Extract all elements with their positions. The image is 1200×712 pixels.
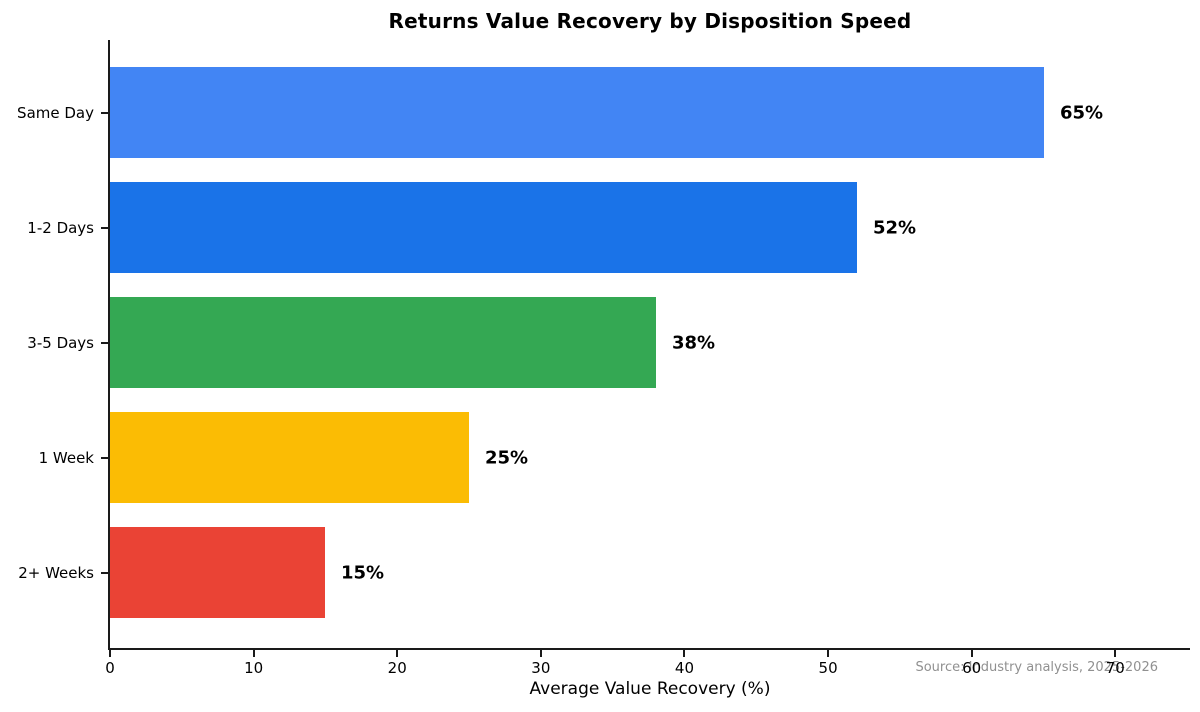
x-tick-label-0: 0: [105, 659, 115, 677]
x-tick-label-60: 60: [962, 659, 982, 677]
bar-value-label-3-5-days: 38%: [672, 332, 716, 353]
y-tick-mark: [101, 571, 108, 574]
bar-same-day: [110, 67, 1044, 158]
y-tick-mark: [101, 111, 108, 114]
y-tick-label-2-weeks: 2+ Weeks: [18, 563, 94, 582]
plot-area: 65% 52% 38% 25% 15% Source: Industry analysi…: [110, 40, 1190, 675]
x-tick-label-50: 50: [818, 659, 838, 677]
x-axis-title: Average Value Recovery (%): [529, 679, 771, 699]
x-tick-mark: [396, 650, 399, 657]
x-tick-mark: [683, 650, 686, 657]
bar-1-week: [110, 412, 469, 503]
bar-value-label-same-day: 65%: [1060, 102, 1104, 123]
y-tick-label-1-week: 1 Week: [38, 448, 94, 467]
source-note: Source: Industry analysis, 2025-2026: [915, 660, 1158, 675]
chart-title: Returns Value Recovery by Disposition Sp…: [388, 9, 912, 33]
x-axis-spine: [108, 648, 1190, 650]
y-tick-mark: [101, 341, 108, 344]
x-tick-mark: [1114, 650, 1117, 657]
x-tick-mark: [109, 650, 111, 657]
bar-value-label-1-2-days: 52%: [873, 217, 917, 238]
y-tick-label-3-5-days: 3-5 Days: [27, 333, 94, 352]
y-tick-mark: [101, 226, 108, 229]
y-tick-label-same-day: Same Day: [17, 103, 94, 122]
bar-value-label-1-week: 25%: [485, 447, 529, 468]
bar-3-5-days: [110, 297, 656, 388]
x-tick-label-10: 10: [244, 659, 264, 677]
x-tick-mark: [970, 650, 973, 657]
x-tick-mark: [252, 650, 255, 657]
x-tick-label-70: 70: [1105, 659, 1125, 677]
y-tick-label-1-2-days: 1-2 Days: [27, 218, 94, 237]
bar-1-2-days: [110, 182, 857, 273]
bar-2-weeks: [110, 527, 325, 618]
bar-value-label-2-weeks: 15%: [341, 562, 385, 583]
x-tick-mark: [539, 650, 542, 657]
x-tick-label-20: 20: [387, 659, 407, 677]
y-axis-spine: [108, 40, 110, 650]
x-tick-label-40: 40: [674, 659, 694, 677]
x-tick-mark: [827, 650, 830, 657]
x-tick-label-30: 30: [531, 659, 551, 677]
y-tick-mark: [101, 456, 108, 459]
